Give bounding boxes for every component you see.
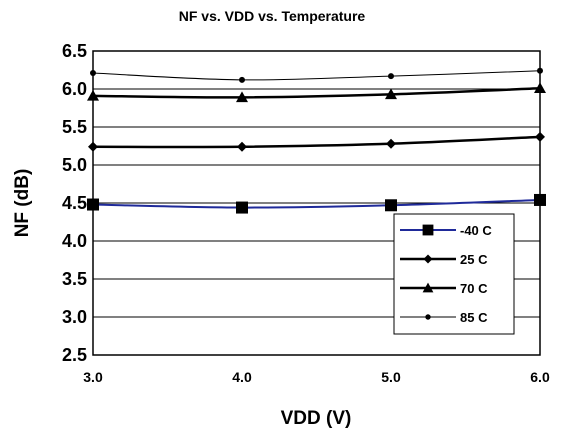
y-tick-label: 2.5: [62, 345, 87, 365]
legend: -40 C 25 C 70 C 85 C: [393, 213, 515, 335]
series-layer: [87, 67, 546, 214]
marker-circle: [239, 76, 245, 83]
y-axis-label: NF (dB): [12, 169, 33, 238]
legend-label: -40 C: [460, 223, 492, 238]
y-tick-label: 6.5: [62, 41, 87, 61]
y-tick-label: 3.0: [62, 307, 87, 327]
x-tick-label: 3.0: [83, 369, 103, 385]
y-tick-label: 6.0: [62, 79, 87, 99]
legend-label: 70 C: [460, 281, 488, 296]
marker-square: [534, 193, 546, 206]
marker-circle: [425, 314, 431, 320]
series-line: [92, 135, 541, 149]
legend-label: 85 C: [460, 310, 488, 325]
marker-square: [236, 201, 248, 214]
series-85c: [90, 67, 543, 83]
marker-square: [385, 199, 397, 212]
legend-entry: 85 C: [400, 310, 488, 325]
marker-diamond: [237, 141, 247, 152]
marker-circle: [537, 67, 543, 74]
marker-diamond: [88, 141, 98, 152]
y-tick-label: 3.5: [62, 269, 87, 289]
series-line: [92, 198, 541, 209]
grid-lines: [93, 88, 540, 318]
series-line: [92, 86, 541, 99]
x-tick-label: 5.0: [381, 369, 401, 385]
marker-square: [422, 224, 434, 236]
legend-entry: 70 C: [400, 281, 488, 296]
x-tick-labels: 3.0 4.0 5.0 6.0: [83, 369, 550, 385]
series-25c: [88, 131, 545, 152]
x-tick-label: 4.0: [232, 369, 252, 385]
y-tick-label: 4.5: [62, 193, 87, 213]
marker-triangle: [87, 89, 99, 101]
chart-title: NF vs. VDD vs. Temperature: [179, 8, 366, 24]
legend-entry: 25 C: [400, 252, 488, 267]
y-tick-labels: 2.5 3.0 3.5 4.0 4.5 5.0 5.5 6.0 6.5: [62, 41, 87, 365]
x-tick-label: 6.0: [530, 369, 550, 385]
legend-box: [393, 213, 515, 335]
series--40c: [87, 193, 546, 214]
marker-triangle: [385, 88, 397, 100]
marker-circle: [388, 73, 394, 80]
legend-entry: -40 C: [400, 223, 492, 238]
marker-triangle: [422, 282, 434, 293]
y-tick-label: 5.5: [62, 117, 87, 137]
marker-circle: [90, 70, 96, 77]
marker-triangle: [534, 82, 546, 94]
series-line: [92, 70, 541, 81]
legend-label: 25 C: [460, 252, 488, 267]
marker-triangle: [236, 91, 248, 103]
series-70c: [87, 82, 546, 103]
marker-diamond: [386, 138, 396, 149]
x-axis-label: VDD (V): [281, 408, 352, 429]
marker-diamond: [535, 131, 545, 142]
y-tick-label: 5.0: [62, 155, 87, 175]
marker-diamond: [423, 254, 433, 264]
marker-square: [87, 198, 99, 211]
y-tick-label: 4.0: [62, 231, 87, 251]
